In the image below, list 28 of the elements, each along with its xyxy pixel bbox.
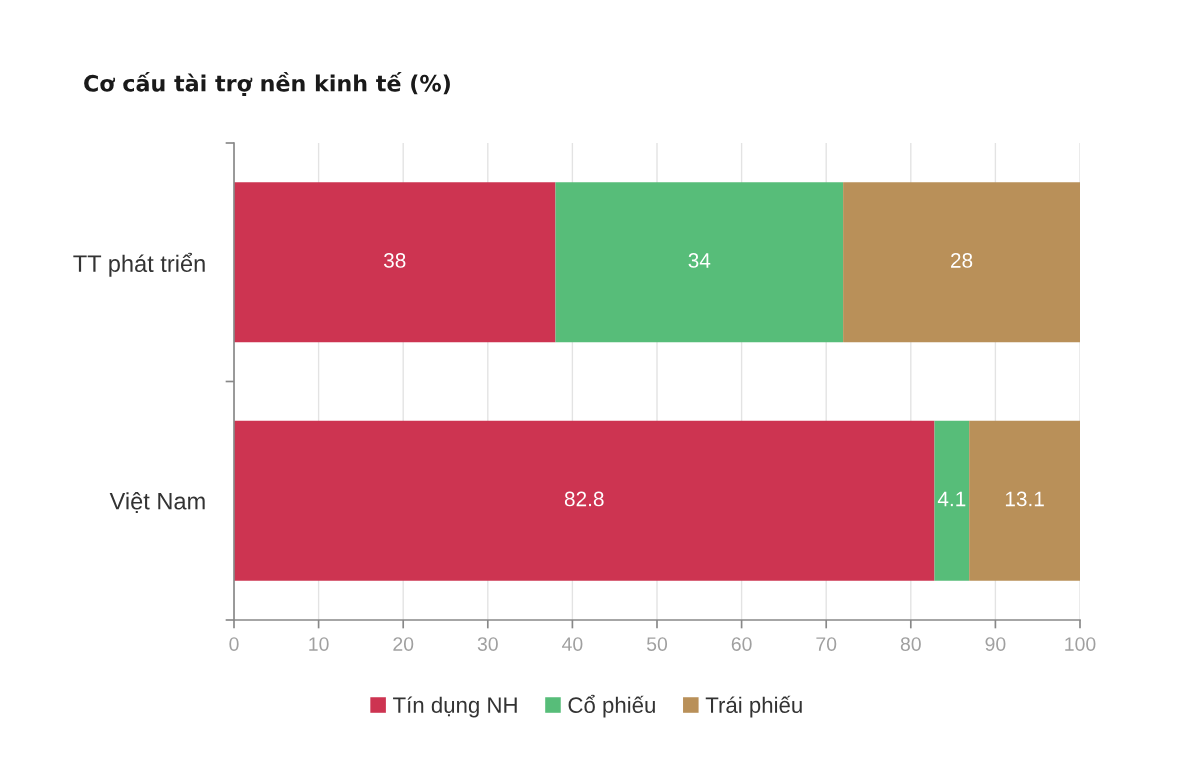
bar — [555, 182, 844, 343]
y-tick-label: Việt Nam — [109, 492, 205, 513]
bar — [934, 420, 970, 581]
data-label: 28 — [951, 253, 973, 268]
bar — [234, 182, 556, 343]
data-label: 13.1 — [1005, 491, 1044, 507]
legend-label: Trái phiếu — [705, 695, 802, 718]
data-label: 4.1 — [937, 491, 966, 507]
x-tick-label: 60 — [731, 637, 752, 651]
x-tick-label: 70 — [816, 637, 837, 651]
x-tick-label: 50 — [646, 637, 668, 651]
data-label: 34 — [688, 253, 711, 268]
data-label: 82.8 — [564, 491, 604, 507]
x-tick-label: 40 — [562, 637, 583, 651]
legend-label: Tín dụng NH — [393, 696, 517, 718]
x-tick-label: 30 — [477, 637, 498, 651]
bar — [843, 182, 1080, 343]
chart-title: Cơ cấu tài trợ nền kinh tế (%) — [84, 71, 450, 97]
x-tick-label: 100 — [1065, 637, 1096, 651]
x-tick-label: 20 — [393, 637, 414, 651]
x-tick-label: 0 — [229, 637, 239, 651]
x-tick-label: 90 — [985, 637, 1006, 651]
x-tick-label: 80 — [900, 637, 921, 651]
y-tick-label: TT phát triển — [73, 252, 205, 277]
data-label: 38 — [383, 253, 406, 268]
x-tick-label: 10 — [309, 637, 329, 651]
bar — [969, 420, 1080, 581]
legend-label: Cổ phiếu — [568, 694, 655, 718]
